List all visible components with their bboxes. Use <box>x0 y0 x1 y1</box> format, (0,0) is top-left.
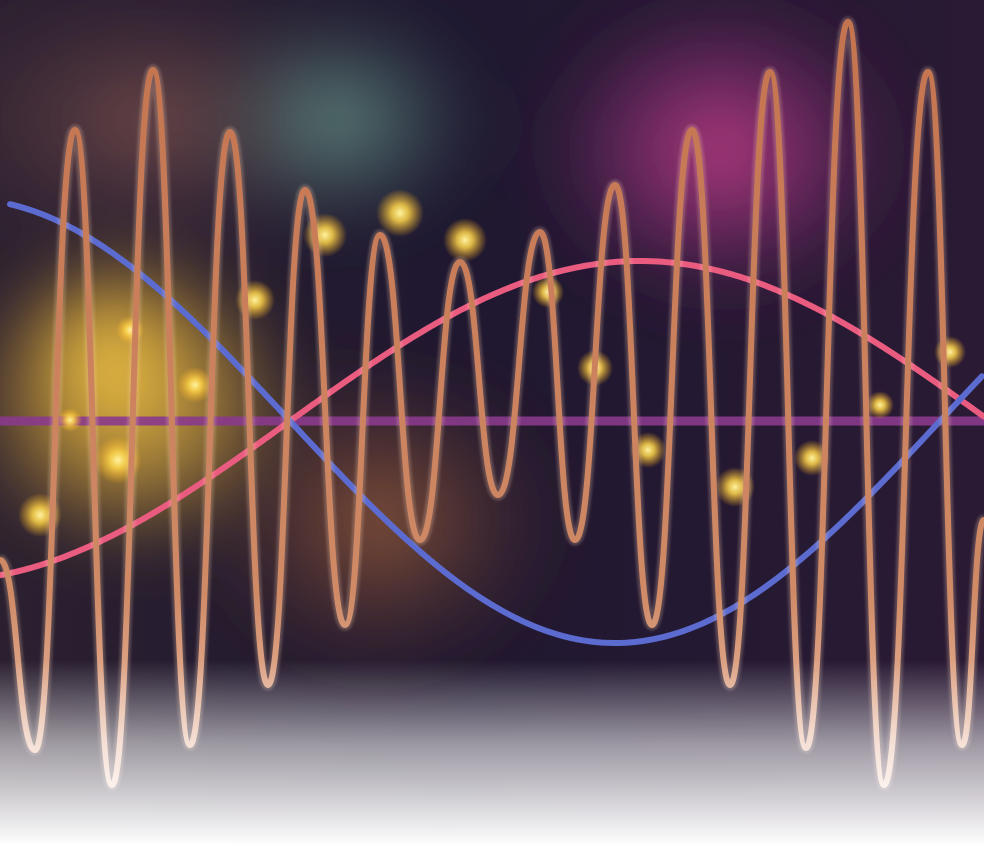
sparkle <box>866 391 894 419</box>
yellow-glow-core <box>10 250 210 470</box>
teal-glow <box>190 0 490 240</box>
pink-wave <box>0 258 984 579</box>
sparkle <box>376 189 424 237</box>
sparkle <box>443 218 487 262</box>
sparkle <box>177 367 213 403</box>
bottom-fade <box>0 660 984 846</box>
sparkle <box>58 408 82 432</box>
oscillating-wave <box>0 19 984 788</box>
